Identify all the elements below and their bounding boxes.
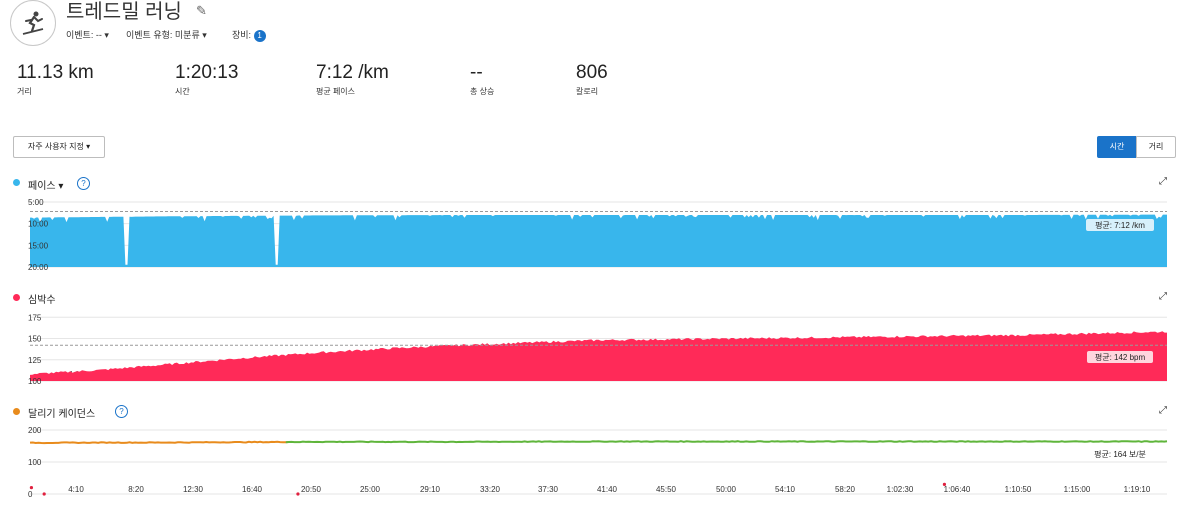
stat-calories-label: 칼로리 [576, 87, 599, 96]
x-tick-label: 54:10 [775, 485, 796, 494]
hr-area [30, 331, 1167, 381]
event-type-dropdown[interactable]: 이벤트 유형: 미분류 ▾ [126, 30, 207, 40]
x-tick-label: 20:50 [301, 485, 322, 494]
cadence-line-orange [29, 440, 289, 445]
event-dropdown[interactable]: 이벤트: -- ▾ [66, 30, 109, 40]
custom-view-label: 자주 사용자 지정 [27, 142, 84, 151]
hr-y-tick: 100 [28, 377, 42, 386]
activity-avatar [10, 0, 56, 46]
pace-title-label: 페이스 [28, 181, 56, 192]
pace-y-tick: 5:00 [28, 198, 44, 207]
stat-ascent-value: -- [470, 62, 483, 83]
event-type-label: 이벤트 유형: 미분류 [126, 30, 200, 40]
cadence-line-green [285, 440, 1168, 444]
x-tick-label: 4:10 [68, 485, 84, 494]
pace-area [30, 214, 1167, 267]
gear-label: 장비: [232, 30, 252, 40]
stat-calories-value: 806 [576, 62, 608, 83]
pace-help-icon[interactable]: ? [77, 177, 90, 190]
pace-title[interactable]: 페이스 ▾ [28, 181, 64, 192]
x-tick-label: 50:00 [716, 485, 737, 494]
cadence-avg-label: 평균: 164 보/분 [1094, 449, 1146, 459]
x-tick-label: 37:30 [538, 485, 559, 494]
cadence-outlier-point [942, 482, 947, 486]
x-tick-label: 25:00 [360, 485, 381, 494]
x-tick-label: 58:20 [835, 485, 856, 494]
stat-distance-value: 11.13 km [17, 62, 94, 83]
cadence-title: 달리기 케이던스 [28, 409, 96, 420]
pace-y-tick: 20:00 [28, 263, 49, 272]
cadence-outlier-point [29, 486, 34, 490]
stat-pace-value: 7:12 /km [316, 62, 389, 83]
stat-time-label: 시간 [175, 87, 190, 96]
x-tick-label: 1:06:40 [944, 485, 971, 494]
hr-y-tick: 150 [28, 335, 42, 344]
pace-avg-label: 평균: 7:12 /km [1095, 220, 1145, 230]
cadence-y-tick: 200 [28, 426, 42, 435]
hr-avg-label: 평균: 142 bpm [1095, 352, 1146, 362]
x-tick-label: 1:19:10 [1124, 485, 1151, 494]
x-tick-label: 16:40 [242, 485, 263, 494]
cadence-y-tick: 0 [28, 490, 33, 499]
pace-avg-label-bg [1086, 219, 1154, 231]
cadence-legend-dot [13, 408, 20, 415]
x-tick-label: 29:10 [420, 485, 441, 494]
stat-time-value: 1:20:13 [175, 62, 239, 83]
hr-legend-dot [13, 294, 20, 301]
x-tick-label: 8:20 [128, 485, 144, 494]
x-tick-label: 12:30 [183, 485, 204, 494]
hr-y-tick: 125 [28, 356, 42, 365]
hr-avg-label-bg [1087, 351, 1153, 363]
cadence-expand-icon[interactable]: ⤢ [1159, 405, 1167, 416]
stat-distance-label: 거리 [17, 87, 32, 96]
toggle-time-button[interactable]: 시간 [1097, 136, 1137, 158]
event-label: 이벤트: -- [66, 30, 102, 40]
gear-count-badge: 1 [253, 29, 266, 42]
pace-y-tick: 15:00 [28, 241, 49, 250]
x-tick-label: 45:50 [656, 485, 677, 494]
cadence-help-icon[interactable]: ? [115, 405, 128, 418]
edit-pencil-icon[interactable]: ✎ [196, 3, 207, 18]
treadmill-runner-icon [22, 11, 44, 35]
hr-y-tick: 175 [28, 313, 42, 322]
custom-view-dropdown[interactable]: 자주 사용자 지정 ▾ [13, 136, 105, 158]
pace-y-tick: 10:00 [28, 220, 49, 229]
hr-expand-icon[interactable]: ⤢ [1159, 291, 1167, 302]
x-tick-label: 1:10:50 [1005, 485, 1032, 494]
cadence-outlier-point [296, 492, 300, 496]
x-tick-label: 1:15:00 [1064, 485, 1091, 494]
activity-title[interactable]: 트레드밀 러닝 [66, 1, 182, 23]
hr-title: 심박수 [28, 295, 56, 306]
x-tick-label: 33:20 [480, 485, 501, 494]
pace-legend-dot [13, 179, 20, 186]
x-tick-label: 41:40 [597, 485, 618, 494]
cadence-outlier-point [42, 492, 46, 496]
gear-link[interactable]: 장비: 1 [232, 28, 266, 42]
cadence-avg-label-bg [1085, 448, 1155, 460]
stat-pace-label: 평균 페이스 [316, 87, 356, 96]
pace-expand-icon[interactable]: ⤢ [1159, 176, 1167, 187]
stat-ascent-label: 총 상승 [470, 87, 495, 96]
cadence-y-tick: 100 [28, 458, 42, 467]
x-tick-label: 1:02:30 [887, 485, 914, 494]
toggle-distance-button[interactable]: 거리 [1136, 136, 1176, 158]
